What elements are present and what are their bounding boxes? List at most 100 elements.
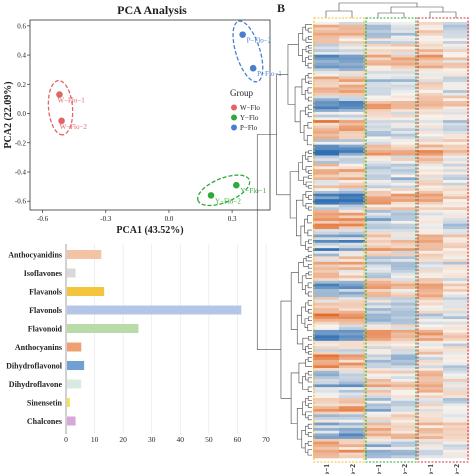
heatmap-cell xyxy=(417,414,444,418)
heatmap-cell xyxy=(391,41,418,45)
heatmap-group-boxes xyxy=(313,17,469,463)
heatmap-cell xyxy=(391,428,418,432)
heatmap-cell xyxy=(391,286,418,290)
heatmap-cell xyxy=(443,84,470,88)
heatmap-cell xyxy=(339,204,366,208)
heatmap-cell xyxy=(391,177,418,181)
heatmap-cell xyxy=(339,114,366,118)
heatmap-cell xyxy=(339,395,366,399)
heatmap-cell xyxy=(365,171,392,175)
heatmap-cell xyxy=(443,114,470,118)
pca-legend-title: Group xyxy=(230,88,253,98)
heatmap-cell xyxy=(443,185,470,189)
heatmap-cell xyxy=(313,188,340,192)
heatmap-cell xyxy=(339,327,366,331)
heatmap-cell xyxy=(443,384,470,388)
heatmap-cell xyxy=(443,210,470,214)
heatmap-cell xyxy=(365,169,392,173)
pca-point-label: Y−Flo−1 xyxy=(240,187,266,195)
heatmap-cell xyxy=(417,370,444,374)
heatmap-cell xyxy=(339,365,366,369)
heatmap-cell xyxy=(391,408,418,412)
row-dendrogram-branch xyxy=(302,376,309,390)
heatmap-cell xyxy=(417,196,444,200)
heatmap-cell xyxy=(339,414,366,418)
row-dendrogram-branch xyxy=(307,282,311,289)
heatmap-cell xyxy=(443,267,470,271)
heatmap-cell xyxy=(417,280,444,284)
heatmap-cell xyxy=(391,302,418,306)
heatmap-cell xyxy=(313,376,340,380)
heatmap-cell xyxy=(443,163,470,167)
heatmap-cell xyxy=(417,343,444,347)
heatmap-cell xyxy=(313,343,340,347)
heatmap-cell xyxy=(443,120,470,124)
heatmap-cell xyxy=(443,250,470,254)
heatmap-chart: B W−Flo−1 W−Flo−2 Y−Flo−1 Y−Flo−2 P−Flo−1 P−F… xyxy=(256,1,470,474)
row-dendrogram-branch xyxy=(305,398,309,406)
heatmap-cell xyxy=(417,253,444,257)
heatmap-cell xyxy=(365,122,392,126)
heatmap-cell xyxy=(339,299,366,303)
heatmap-cell xyxy=(313,291,340,295)
heatmap-cell xyxy=(365,24,392,28)
pca-point xyxy=(249,64,257,72)
row-dendrogram-branch xyxy=(305,285,309,295)
heatmap-cell xyxy=(443,338,470,342)
heatmap-cell xyxy=(313,30,340,34)
heatmap-cell xyxy=(443,316,470,320)
heatmap-cell xyxy=(365,237,392,241)
row-dendrogram-branch xyxy=(307,229,311,237)
heatmap-cell xyxy=(365,438,392,442)
heatmap-cell xyxy=(339,139,366,143)
heatmap-cell xyxy=(417,441,444,445)
heatmap-cell xyxy=(417,327,444,331)
heatmap-cell xyxy=(417,245,444,249)
heatmap-cell xyxy=(417,117,444,121)
heatmap-cell xyxy=(417,150,444,154)
heatmap-cell xyxy=(365,190,392,194)
heatmap-cell xyxy=(339,166,366,170)
heatmap-cell xyxy=(339,338,366,342)
heatmap-cell xyxy=(443,286,470,290)
heatmap-cell xyxy=(339,111,366,115)
heatmap-cell xyxy=(313,455,340,459)
heatmap-cell xyxy=(417,449,444,453)
heatmap-cell xyxy=(391,196,418,200)
heatmap-cell xyxy=(339,359,366,363)
row-dendrogram-branch xyxy=(308,170,311,174)
heatmap-cell xyxy=(391,182,418,186)
heatmap-cell xyxy=(313,406,340,410)
heatmap-cell xyxy=(365,359,392,363)
heatmap-cell xyxy=(365,419,392,423)
heatmap-cell xyxy=(391,152,418,156)
heatmap-cell xyxy=(417,190,444,194)
heatmap-cell xyxy=(443,98,470,102)
heatmap-cell xyxy=(417,269,444,273)
heatmap-cell xyxy=(339,275,366,279)
row-dendrogram-branch xyxy=(305,37,311,43)
heatmap-cell xyxy=(365,84,392,88)
heatmap-cell xyxy=(417,398,444,402)
heatmap-cell xyxy=(365,226,392,230)
heatmap-cell xyxy=(339,297,366,301)
heatmap-cell xyxy=(443,261,470,265)
heatmap-cell xyxy=(339,220,366,224)
heatmap-cell xyxy=(365,27,392,31)
heatmap-cell xyxy=(365,264,392,268)
heatmap-cell xyxy=(339,411,366,415)
heatmap-cell xyxy=(365,441,392,445)
heatmap-cell xyxy=(313,150,340,154)
heatmap-cell xyxy=(391,392,418,396)
heatmap-cell xyxy=(365,299,392,303)
heatmap-cell xyxy=(417,125,444,129)
heatmap-cell xyxy=(443,275,470,279)
bar-x-tick-label: 60 xyxy=(234,435,242,444)
pca-legend: Group W−Flo Y−Flo P−Flo xyxy=(230,88,260,132)
heatmap-cell xyxy=(339,349,366,353)
heatmap-cell xyxy=(417,297,444,301)
row-dendrogram-branch xyxy=(305,166,311,173)
heatmap-cell xyxy=(443,278,470,282)
heatmap-cell xyxy=(443,433,470,437)
row-dendrogram-branch xyxy=(307,96,311,102)
